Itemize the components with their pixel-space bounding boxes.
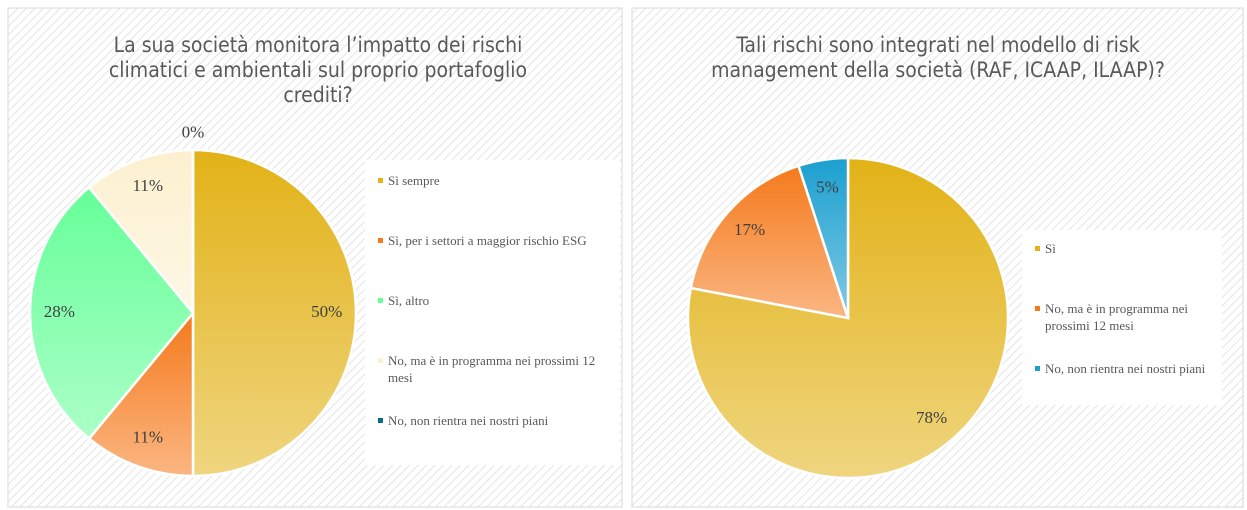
chart-title: Tali rischi sono integrati nel modello d…: [711, 33, 1165, 82]
legend-label: Sì, per i settori a maggior rischio ESG: [388, 233, 587, 248]
legend-swatch: [1035, 306, 1040, 311]
pie-slice: [689, 164, 850, 320]
data-label: 11%: [132, 428, 163, 447]
legend-swatch: [378, 298, 383, 303]
text-line: Sì: [1045, 241, 1056, 256]
pie-slice: [87, 148, 195, 317]
text-line: No, non rientra nei nostri piani: [388, 413, 549, 428]
legend-label: Sì: [1045, 241, 1056, 256]
legend-bg: [365, 160, 620, 465]
chart-title: La sua società monitora l’impatto dei ri…: [109, 33, 527, 107]
text-line: La sua società monitora l’impatto dei ri…: [114, 33, 523, 57]
legend-label: Sì sempre: [388, 173, 440, 188]
data-label: 5%: [816, 177, 839, 196]
legend-swatch: [378, 418, 383, 423]
text-line: mesi: [388, 370, 413, 385]
text-line: No, ma è in programma nei: [1045, 301, 1188, 316]
data-label: 11%: [132, 176, 163, 195]
data-label: 17%: [734, 220, 765, 239]
data-label: 78%: [916, 408, 947, 427]
legend-label: No, non rientra nei nostri piani: [388, 413, 549, 428]
pie-slice: [87, 309, 195, 478]
legend-swatch: [1035, 366, 1040, 371]
legend-swatch: [378, 358, 383, 363]
legend-swatch: [378, 178, 383, 183]
data-label: 0%: [182, 123, 205, 142]
text-line: Sì, per i settori a maggior rischio ESG: [388, 233, 587, 248]
legend-label: No, ma è in programma nei prossimi 12 mes…: [388, 353, 595, 385]
text-line: Sì sempre: [388, 173, 440, 188]
data-label: 28%: [44, 302, 75, 321]
pie-slice: [796, 156, 850, 319]
text-line: climatici e ambientali sul proprio porta…: [109, 58, 527, 82]
legend-swatch: [1035, 246, 1040, 251]
text-line: Sì, altro: [388, 293, 429, 308]
data-label: 50%: [311, 302, 342, 321]
text-line: prossimi 12 mesi: [1045, 318, 1134, 333]
text-line: No, non rientra nei nostri piani: [1045, 361, 1206, 376]
legend-swatch: [378, 238, 383, 243]
text-line: management della società (RAF, ICAAP, IL…: [711, 58, 1165, 82]
text-line: crediti?: [283, 83, 352, 107]
legend-label: No, non rientra nei nostri piani: [1045, 361, 1206, 376]
pie-slice: [28, 185, 195, 441]
pie-slice: [191, 148, 358, 478]
legend-bg: [1022, 230, 1222, 405]
legend-label: No, ma è in programma nei prossimi 12 mes…: [1045, 301, 1188, 333]
text-line: No, ma è in programma nei prossimi 12: [388, 353, 595, 368]
text-line: Tali rischi sono integrati nel modello d…: [735, 33, 1139, 57]
legend-label: Sì, altro: [388, 293, 429, 308]
